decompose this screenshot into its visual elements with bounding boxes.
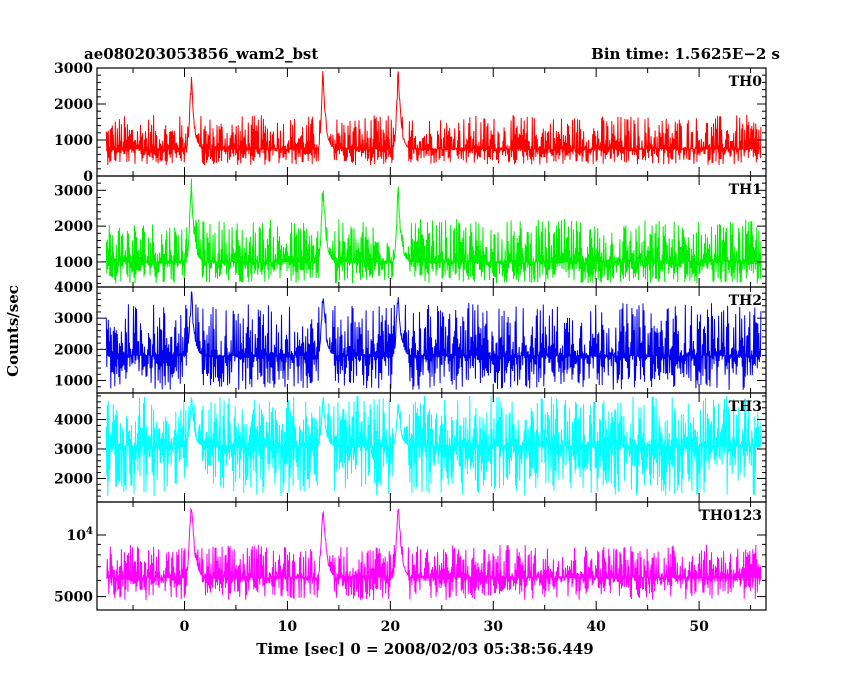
y-tick-label: 4000 bbox=[54, 280, 93, 296]
panel-label: TH1 bbox=[729, 182, 762, 198]
x-tick-label: 10 bbox=[278, 619, 298, 635]
panel-label: TH3 bbox=[729, 399, 762, 415]
y-tick-label: 3000 bbox=[54, 442, 93, 458]
y-tick-label: 1000 bbox=[54, 133, 93, 149]
bin-time-label: Bin time: 1.5625E−2 s bbox=[591, 45, 780, 63]
chart-title: ae080203053856_wam2_bst bbox=[84, 45, 318, 63]
series-line-th2 bbox=[105, 291, 762, 390]
y-tick-label: 3000 bbox=[54, 311, 93, 327]
y-axis-title: Counts/sec bbox=[4, 285, 22, 377]
y-tick-label: 104 bbox=[67, 526, 93, 544]
panel-th1: 1000 2000 3000 TH1 bbox=[54, 175, 767, 288]
series-line-th0 bbox=[105, 71, 762, 166]
y-tick-label: 2000 bbox=[54, 342, 93, 358]
panel-frame bbox=[96, 501, 767, 611]
panel-label: TH2 bbox=[729, 293, 762, 309]
y-tick-label: 2000 bbox=[54, 97, 93, 113]
y-tick-label: 3000 bbox=[54, 61, 93, 77]
y-tick-label: 2000 bbox=[54, 471, 93, 487]
x-tick-label: 30 bbox=[484, 619, 504, 635]
panel-th3: 2000 3000 4000 TH3 bbox=[54, 392, 767, 503]
series-line-th3 bbox=[105, 395, 762, 497]
y-tick-label: 3000 bbox=[54, 183, 93, 199]
panel-label: TH0123 bbox=[699, 508, 762, 524]
x-tick-label: 0 bbox=[180, 619, 190, 635]
x-axis-title: Time [sec] 0 = 2008/02/03 05:38:56.449 bbox=[256, 640, 593, 658]
y-tick-exponent: 4 bbox=[86, 526, 93, 537]
y-tick-label: 0 bbox=[83, 169, 93, 185]
y-tick-label: 5000 bbox=[54, 590, 93, 606]
x-tick-label: 40 bbox=[586, 619, 606, 635]
x-tick-label: 20 bbox=[381, 619, 401, 635]
x-axis: 0 10 20 30 40 50 bbox=[180, 619, 709, 635]
panel-th2: 1000 2000 3000 4000 TH2 bbox=[54, 280, 767, 394]
x-tick-label: 50 bbox=[689, 619, 709, 635]
y-tick-label: 1000 bbox=[54, 374, 93, 390]
series-line-th0123 bbox=[105, 507, 762, 601]
y-tick-label: 2000 bbox=[54, 219, 93, 235]
panels-group: 0 1000 2000 3000 TH0 1000 2000 3000 TH1 1000 2000 3… bbox=[54, 61, 767, 611]
panel-th0: 0 1000 2000 3000 TH0 bbox=[54, 61, 767, 185]
y-tick-label: 4000 bbox=[54, 413, 93, 429]
panel-label: TH0 bbox=[729, 74, 763, 90]
panel-th0123: 5000 104 TH0123 bbox=[54, 501, 767, 611]
series-line-th1 bbox=[105, 178, 762, 284]
y-tick-label: 1000 bbox=[54, 255, 93, 271]
